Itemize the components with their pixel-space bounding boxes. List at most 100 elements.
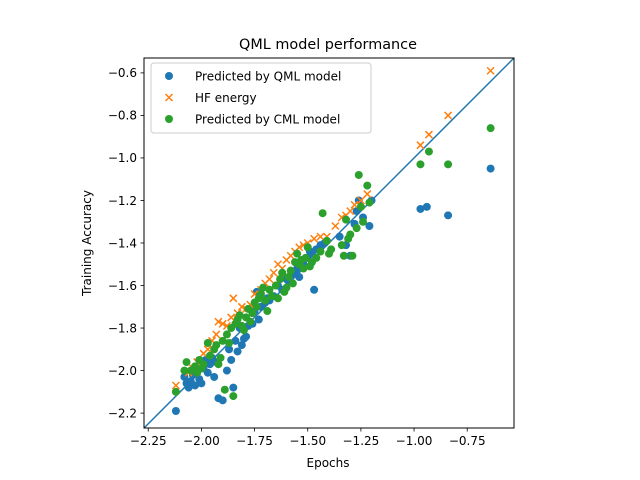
data-point xyxy=(171,406,180,415)
plot-area xyxy=(144,58,514,428)
data-point xyxy=(205,360,214,369)
data-point xyxy=(233,347,242,356)
y-tick-label: −1.6 xyxy=(108,279,137,293)
x-tick-label: −1.25 xyxy=(343,434,380,448)
data-point xyxy=(229,294,238,303)
data-point xyxy=(352,224,361,233)
data-point xyxy=(182,358,191,367)
data-point xyxy=(212,341,221,350)
x-axis: −2.25 −2.00 −1.75 −1.50 −1.25 −1.00 −0.75 xyxy=(130,428,486,448)
data-point xyxy=(229,392,238,401)
data-point xyxy=(239,326,248,335)
data-point xyxy=(269,268,278,277)
legend-label: Predicted by QML model xyxy=(195,69,341,83)
data-point xyxy=(267,292,276,301)
data-point xyxy=(203,345,212,354)
data-point xyxy=(284,273,293,282)
data-point xyxy=(263,307,272,316)
y-tick-label: −2.0 xyxy=(108,364,137,378)
x-tick-label: −0.75 xyxy=(449,434,486,448)
data-point xyxy=(216,353,225,362)
data-point xyxy=(197,379,206,388)
data-point xyxy=(310,285,319,294)
y-tick-label: −1.4 xyxy=(108,236,137,250)
x-axis-label: Epochs xyxy=(307,456,350,470)
series-1 xyxy=(171,164,495,415)
data-point xyxy=(363,181,372,190)
legend-marker xyxy=(164,93,174,102)
data-point xyxy=(286,266,295,275)
data-point xyxy=(278,268,287,277)
data-point xyxy=(295,243,304,252)
data-point xyxy=(422,202,431,211)
data-point xyxy=(416,160,425,169)
data-point xyxy=(293,249,302,258)
x-tick-label: −1.75 xyxy=(236,434,273,448)
legend-marker xyxy=(165,72,173,80)
data-point xyxy=(365,198,374,207)
data-point xyxy=(303,243,312,252)
data-point xyxy=(301,253,310,262)
y-axis-label: Training Accuracy xyxy=(80,190,94,297)
data-point xyxy=(486,124,495,133)
data-point xyxy=(310,234,319,243)
data-point xyxy=(271,281,280,290)
data-point xyxy=(171,387,180,396)
x-tick-label: −2.25 xyxy=(130,434,167,448)
data-point xyxy=(214,317,223,326)
data-point xyxy=(350,200,359,209)
data-point xyxy=(242,332,251,341)
data-point xyxy=(295,273,304,282)
data-point xyxy=(184,383,193,392)
data-point xyxy=(220,385,229,394)
data-point xyxy=(276,275,285,284)
data-point xyxy=(203,368,212,377)
data-point xyxy=(203,338,212,347)
data-point xyxy=(322,236,331,245)
y-axis: −2.2 −2.0 −1.8 −1.6 −1.4 −1.2 −1.0 −0.8 −0.6 xyxy=(108,66,144,420)
data-point xyxy=(191,381,200,390)
data-point xyxy=(256,290,265,299)
chart-title: QML model performance xyxy=(239,37,417,53)
data-point xyxy=(205,351,214,360)
data-point xyxy=(335,232,344,241)
data-point xyxy=(265,275,274,284)
data-point xyxy=(218,319,227,328)
data-point xyxy=(288,279,297,288)
data-point xyxy=(444,160,453,169)
data-point xyxy=(254,315,263,324)
legend-label: Predicted by CML model xyxy=(195,112,340,126)
data-point xyxy=(331,221,340,231)
data-point xyxy=(227,355,236,364)
data-point xyxy=(346,230,355,239)
legend-item: Predicted by QML model xyxy=(165,69,341,83)
data-point xyxy=(273,294,282,303)
data-point xyxy=(261,296,270,305)
data-point xyxy=(424,130,433,139)
legend-item: Predicted by CML model xyxy=(165,112,340,126)
data-point xyxy=(191,362,200,371)
data-point xyxy=(252,302,261,311)
data-point xyxy=(416,141,425,150)
data-point xyxy=(444,111,453,120)
x-tick-label: −1.00 xyxy=(396,434,433,448)
data-point xyxy=(316,232,325,241)
data-point xyxy=(365,221,374,230)
data-point xyxy=(227,313,236,322)
data-point xyxy=(225,345,234,354)
data-point xyxy=(246,317,255,326)
series-3 xyxy=(171,124,495,401)
x-tick-label: −1.50 xyxy=(289,434,326,448)
data-point xyxy=(424,147,433,156)
data-point xyxy=(214,360,223,369)
data-point xyxy=(354,170,363,179)
data-point xyxy=(210,372,219,381)
data-point xyxy=(282,283,291,292)
data-point xyxy=(356,202,365,211)
legend-marker xyxy=(165,115,173,123)
data-point xyxy=(218,396,227,405)
x-tick-label: −2.00 xyxy=(183,434,220,448)
data-point xyxy=(318,209,327,218)
y-tick-label: −1.0 xyxy=(108,151,137,165)
data-point xyxy=(342,215,351,224)
